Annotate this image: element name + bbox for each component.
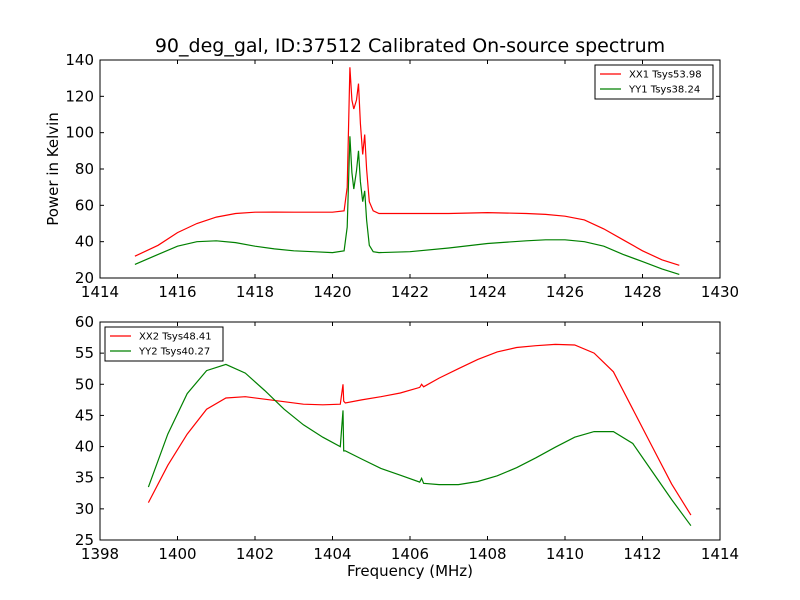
y-tick-label: 30 <box>75 500 94 518</box>
x-tick-label: 1426 <box>546 283 584 301</box>
y-tick-label: 80 <box>75 160 94 178</box>
series-line-yy1 <box>134 136 680 275</box>
y-tick-label: 60 <box>75 313 94 331</box>
x-tick-label: 1416 <box>158 283 196 301</box>
series-line-xx2 <box>147 343 692 516</box>
legend-entry-label: XX1 Tsys53.98 <box>629 70 702 81</box>
x-tick-label: 1400 <box>158 545 196 563</box>
y-tick-label: 120 <box>65 87 94 105</box>
x-tick-label: 1422 <box>391 283 429 301</box>
series-line-xx1 <box>134 67 680 266</box>
x-tick-label: 1402 <box>236 545 274 563</box>
x-tick-label: 1410 <box>546 545 584 563</box>
legend-entry-label: YY1 Tsys38.24 <box>628 85 700 96</box>
legend: XX2 Tsys48.41 YY2 Tsys40.27 <box>104 326 224 362</box>
x-tick-label: 1414 <box>701 545 739 563</box>
y-axis-label-top: Power in Kelvin <box>44 112 62 226</box>
y-tick-label: 45 <box>75 406 94 424</box>
x-tick-label: 1414 <box>81 283 119 301</box>
bottom-panel: 1398 1400 1402 1404 1406 1408 1410 1412 1414 25 30… <box>75 313 739 563</box>
x-tick-label: 1430 <box>701 283 739 301</box>
y-tick-label: 35 <box>75 469 94 487</box>
y-tick-label: 100 <box>65 124 94 142</box>
y-tick-label: 50 <box>75 375 94 393</box>
x-axis-label-bottom: Frequency (MHz) <box>347 562 473 580</box>
y-tick-label: 20 <box>75 269 94 287</box>
y-tick-label: 55 <box>75 344 94 362</box>
x-tick-label: 1408 <box>468 545 506 563</box>
y-tick-label: 25 <box>75 531 94 549</box>
legend-box <box>594 64 714 100</box>
x-tick-label: 1398 <box>81 545 119 563</box>
x-tick-label: 1424 <box>468 283 506 301</box>
y-tick-label: 140 <box>65 51 94 69</box>
y-tick-label: 40 <box>75 233 94 251</box>
x-tick-label: 1418 <box>236 283 274 301</box>
x-tick-label: 1404 <box>313 545 351 563</box>
legend-box <box>104 326 224 362</box>
x-tick-label: 1420 <box>313 283 351 301</box>
x-tick-label: 1406 <box>391 545 429 563</box>
top-panel: 1414 1416 1418 1420 1422 1424 1426 1428 1430 20 40… <box>65 51 739 301</box>
series-line-yy2 <box>147 363 692 527</box>
x-tick-label: 1428 <box>623 283 661 301</box>
chart-title: 90_deg_gal, ID:37512 Calibrated On-sourc… <box>155 35 665 57</box>
y-tick-label: 60 <box>75 196 94 214</box>
x-tick-label: 1412 <box>623 545 661 563</box>
legend: XX1 Tsys53.98 YY1 Tsys38.24 <box>594 64 714 100</box>
y-tick-label: 40 <box>75 438 94 456</box>
legend-entry-label: XX2 Tsys48.41 <box>139 332 212 343</box>
legend-entry-label: YY2 Tsys40.27 <box>138 347 210 358</box>
